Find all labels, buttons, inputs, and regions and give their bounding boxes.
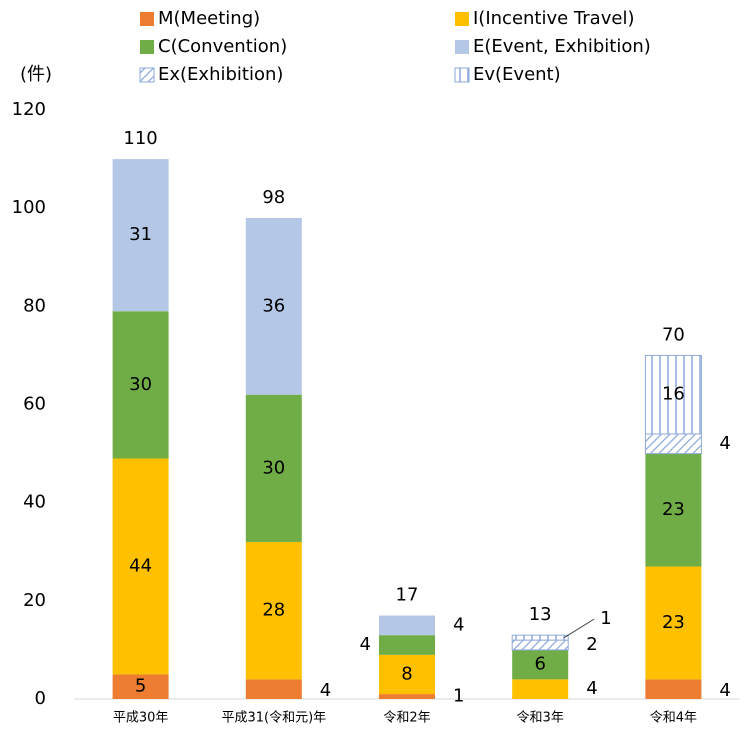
legend-swatch bbox=[140, 40, 154, 54]
total-label: 70 bbox=[662, 324, 685, 345]
bar-segment bbox=[512, 679, 569, 699]
bar-segment bbox=[112, 674, 169, 699]
legend-label: M(Meeting) bbox=[158, 8, 260, 29]
data-label: 4 bbox=[320, 680, 331, 701]
legend-swatch bbox=[140, 12, 154, 26]
data-label: 6 bbox=[534, 654, 545, 675]
legend-label: Ev(Event) bbox=[473, 64, 561, 85]
data-label: 4 bbox=[586, 678, 597, 699]
y-tick-label: 100 bbox=[12, 197, 46, 218]
legend-swatch bbox=[455, 40, 469, 54]
leader-line bbox=[563, 618, 595, 639]
bar-segment bbox=[245, 394, 302, 542]
data-label: 4 bbox=[719, 680, 730, 701]
bar-segment bbox=[645, 679, 702, 699]
data-label: 30 bbox=[262, 457, 285, 478]
x-tick-label: 令和3年 bbox=[517, 711, 564, 726]
data-label: 1 bbox=[600, 608, 611, 629]
bar-segment bbox=[245, 217, 302, 395]
data-label: 44 bbox=[129, 555, 152, 576]
data-label: 23 bbox=[662, 499, 685, 520]
y-tick-label: 0 bbox=[35, 688, 46, 709]
bar-segment bbox=[245, 679, 302, 699]
bar-segment bbox=[645, 453, 702, 567]
x-tick-label: 令和4年 bbox=[650, 711, 697, 726]
y-tick-label: 80 bbox=[23, 295, 46, 316]
data-label: 4 bbox=[360, 634, 371, 655]
bar-segment bbox=[511, 639, 569, 651]
total-label: 98 bbox=[262, 187, 285, 208]
data-label: 28 bbox=[262, 600, 285, 621]
y-tick-label: 120 bbox=[12, 99, 46, 120]
data-label: 23 bbox=[662, 612, 685, 633]
bar-segment bbox=[644, 433, 702, 455]
bar-segment bbox=[112, 311, 169, 459]
total-label: 110 bbox=[123, 128, 157, 149]
total-label: 17 bbox=[396, 585, 419, 606]
data-label: 4 bbox=[453, 614, 464, 635]
bar-segment bbox=[379, 694, 435, 699]
bar-segment bbox=[379, 635, 435, 655]
y-tick-label: 20 bbox=[23, 590, 46, 611]
bar-segment bbox=[645, 566, 702, 680]
legend-swatch bbox=[455, 12, 469, 26]
y-tick-label: 40 bbox=[23, 492, 46, 513]
bar-segment bbox=[379, 654, 435, 695]
legend-swatch bbox=[454, 67, 470, 83]
data-label: 31 bbox=[129, 224, 152, 245]
data-label: 30 bbox=[129, 374, 152, 395]
x-tick-label: 平成30年 bbox=[113, 711, 169, 726]
data-label: 8 bbox=[401, 663, 412, 684]
legend-swatch bbox=[139, 67, 155, 83]
y-tick-label: 60 bbox=[23, 394, 46, 415]
data-label: 36 bbox=[262, 295, 285, 316]
y-unit-label: (件) bbox=[20, 64, 52, 85]
data-label: 5 bbox=[135, 676, 146, 697]
bar-segment bbox=[379, 615, 435, 636]
data-label: 2 bbox=[586, 634, 597, 655]
bar-segment bbox=[245, 541, 302, 680]
legend-label: Ex(Exhibition) bbox=[158, 64, 283, 85]
x-tick-label: 平成31(令和元)年 bbox=[221, 711, 326, 726]
data-label: 4 bbox=[719, 433, 730, 454]
data-label: 1 bbox=[453, 686, 464, 707]
legend-label: C(Convention) bbox=[158, 36, 287, 57]
legend-label: I(Incentive Travel) bbox=[473, 8, 634, 29]
bar-segment bbox=[112, 458, 169, 675]
bar-segment bbox=[644, 354, 702, 435]
bar-segment bbox=[511, 634, 569, 641]
total-label: 13 bbox=[529, 604, 552, 625]
legend-label: E(Event, Exhibition) bbox=[473, 36, 651, 57]
bar-segment bbox=[112, 159, 169, 312]
x-tick-label: 令和2年 bbox=[383, 711, 430, 726]
bar-segment bbox=[512, 649, 569, 680]
data-label: 16 bbox=[662, 384, 685, 405]
